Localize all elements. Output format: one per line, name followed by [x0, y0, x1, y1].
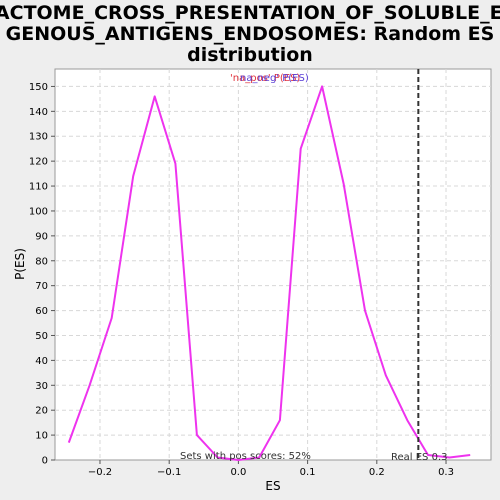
- y-tick-label: 100: [29, 206, 48, 217]
- y-tick-label: 150: [29, 82, 48, 93]
- y-axis-label: P(ES): [13, 248, 27, 280]
- pos-scores-annotation: Sets with pos scores: 52%: [180, 451, 311, 462]
- x-tick-label: 0.0: [230, 467, 246, 478]
- y-tick-label: 10: [35, 431, 48, 442]
- real-es-annotation: Real ES 0.3: [391, 452, 447, 463]
- y-tick-label: 80: [35, 256, 48, 267]
- y-axis-ticks: 0 10 20 30 40 50 60 70 80 90 100 110 120 130 140 150: [29, 82, 55, 467]
- y-tick-label: 120: [29, 157, 48, 168]
- x-axis-label: ES: [265, 479, 280, 493]
- x-tick-label: 0.3: [438, 467, 454, 478]
- x-tick-label: 0.2: [369, 467, 385, 478]
- y-tick-label: 40: [35, 356, 48, 367]
- x-tick-label: −0.2: [88, 467, 112, 478]
- y-tick-label: 130: [29, 132, 48, 143]
- y-tick-label: 140: [29, 107, 48, 118]
- x-tick-label: 0.1: [300, 467, 316, 478]
- y-tick-label: 110: [29, 182, 48, 193]
- y-tick-label: 30: [35, 381, 48, 392]
- chart-title-line-3: distribution: [187, 44, 313, 66]
- series-layer: [67, 85, 471, 461]
- y-tick-label: 60: [35, 306, 48, 317]
- y-tick-label: 70: [35, 281, 48, 292]
- x-axis-ticks: −0.2 −0.1 0.0 0.1 0.2 0.3: [88, 460, 454, 478]
- grid-lines: [55, 69, 491, 460]
- es-distribution-line: [67, 85, 471, 461]
- x-tick-label: −0.1: [157, 467, 181, 478]
- legend-label-pos: 'na_pos' P(ES): [230, 73, 300, 84]
- y-tick-label: 50: [35, 331, 48, 342]
- y-tick-label: 20: [35, 406, 48, 417]
- legend-label-neg: na_neg' P(ES): [240, 73, 309, 84]
- chart-title-line-2: GENOUS_ANTIGENS_ENDOSOMES: Random ES: [6, 23, 495, 45]
- y-tick-label: 0: [42, 456, 48, 467]
- chart-title-line-1: REACTOME_CROSS_PRESENTATION_OF_SOLUBLE_E…: [0, 2, 500, 24]
- y-tick-label: 90: [35, 231, 48, 242]
